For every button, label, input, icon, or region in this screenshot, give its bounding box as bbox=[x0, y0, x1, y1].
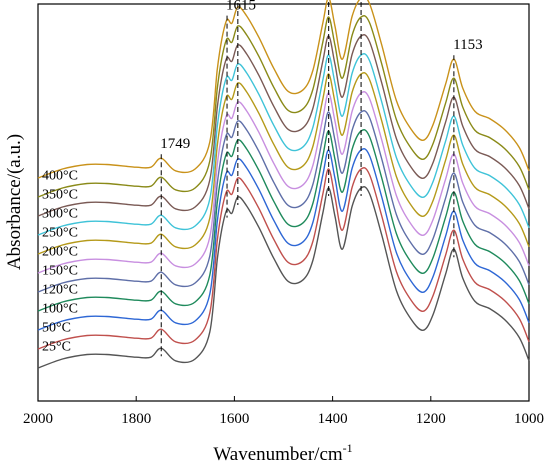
spectrum-line bbox=[37, 148, 530, 331]
temperature-label: 25°C bbox=[42, 340, 71, 355]
spectrum-line bbox=[37, 129, 530, 312]
x-axis-title-text: Wavenumber/cm bbox=[213, 444, 343, 465]
spectrum-line bbox=[37, 0, 530, 179]
peak-marker-lines bbox=[160, 0, 455, 357]
spectrum-line bbox=[37, 110, 530, 293]
y-axis-title: Absorbance/(a.u.) bbox=[4, 134, 25, 270]
temperature-label: 150°C bbox=[42, 264, 78, 279]
peak-label: 1749 bbox=[160, 136, 190, 152]
x-tick-label: 1600 bbox=[219, 411, 249, 427]
temperature-label: 200°C bbox=[42, 245, 78, 260]
plot-frame bbox=[37, 3, 530, 402]
spectrum-line bbox=[37, 53, 530, 236]
temperature-label: 120°C bbox=[42, 283, 78, 298]
x-axis-ticks: 2000 1800 1600 1400 1200 1000 bbox=[23, 396, 544, 427]
peak-label: 1593 bbox=[237, 0, 267, 1]
spectrum-line bbox=[37, 15, 530, 198]
spectrum-line bbox=[37, 72, 530, 255]
x-tick-label: 1000 bbox=[514, 411, 544, 427]
x-axis-title: Wavenumber/cm-1 bbox=[213, 441, 352, 465]
x-tick-label: 1800 bbox=[121, 411, 151, 427]
spectrum-line bbox=[37, 34, 530, 217]
spectra-curves bbox=[37, 0, 530, 369]
spectrum-line bbox=[37, 186, 530, 369]
temperature-label: 300°C bbox=[42, 207, 78, 222]
x-tick-label: 1400 bbox=[318, 411, 348, 427]
spectrum-line bbox=[37, 167, 530, 350]
x-axis-title-superscript: -1 bbox=[343, 441, 353, 455]
temperature-label: 100°C bbox=[42, 302, 78, 317]
x-tick-label: 1200 bbox=[416, 411, 446, 427]
temperature-label: 250°C bbox=[42, 226, 78, 241]
temperature-label: 350°C bbox=[42, 188, 78, 203]
spectrum-line bbox=[37, 91, 530, 274]
peak-label: 1615 bbox=[226, 0, 256, 14]
peak-labels: 174916151593140813421153 bbox=[160, 0, 482, 152]
temperature-label: 50°C bbox=[42, 321, 71, 336]
peak-label: 1153 bbox=[453, 37, 482, 53]
temperature-labels: 25°C 50°C 100°C 120°C 150°C 200°C 250°C 300°C 35… bbox=[42, 169, 78, 355]
temperature-label: 400°C bbox=[42, 169, 78, 184]
x-tick-label: 2000 bbox=[23, 411, 53, 427]
